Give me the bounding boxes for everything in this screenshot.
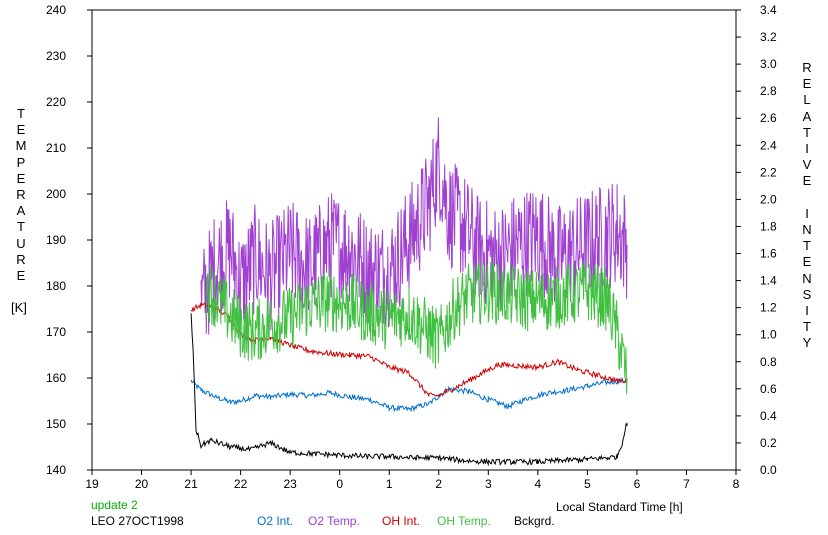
x-tick-label: 19	[85, 477, 99, 491]
right-tick-label: 2.0	[760, 192, 777, 206]
legend-o2-temp: O2 Temp.	[308, 514, 360, 528]
left-tick-label: 170	[46, 325, 66, 339]
left-tick-label: 210	[46, 141, 66, 155]
x-tick-label: 20	[135, 477, 149, 491]
station-date-label: LEO 27OCT1998	[91, 514, 184, 528]
right-tick-label: 1.0	[760, 328, 777, 342]
x-tick-label: 6	[634, 477, 641, 491]
left-tick-label: 230	[46, 49, 66, 63]
left-tick-label: 180	[46, 279, 66, 293]
right-tick-label: 2.6	[760, 111, 777, 125]
x-tick-label: 5	[584, 477, 591, 491]
x-tick-label: 2	[435, 477, 442, 491]
right-tick-label: 0.2	[760, 436, 777, 450]
right-tick-label: 2.2	[760, 165, 777, 179]
series-line-oh-temp	[205, 261, 628, 395]
left-tick-label: 160	[46, 371, 66, 385]
x-tick-label: 8	[733, 477, 740, 491]
left-tick-label: 140	[46, 463, 66, 477]
right-tick-label: 1.4	[760, 274, 777, 288]
x-tick-label: 3	[485, 477, 492, 491]
x-axis: 19 20 21 22 23 0 1 2 3 4 5 6 7 8	[85, 470, 740, 491]
right-tick-label: 0.4	[760, 409, 777, 423]
x-tick-label: 22	[234, 477, 248, 491]
x-tick-label: 4	[535, 477, 542, 491]
right-tick-label: 2.8	[760, 84, 777, 98]
left-tick-label: 200	[46, 187, 66, 201]
right-tick-label: 1.6	[760, 247, 777, 261]
left-y-axis: 140 150 160 170 180 190 200 210 220 230 240	[46, 3, 92, 477]
legend-o2-int: O2 Int.	[257, 514, 294, 528]
right-tick-label: 1.8	[760, 219, 777, 233]
right-tick-label: 2.4	[760, 138, 777, 152]
left-tick-label: 150	[46, 417, 66, 431]
right-tick-label: 0.6	[760, 382, 777, 396]
series-line-bckgrd	[190, 313, 628, 467]
legend-bckgrd: Bckgrd.	[514, 514, 555, 528]
right-tick-label: 3.0	[760, 57, 777, 71]
right-y-axis: 0.0 0.2 0.4 0.6 0.8 1.0 1.2 1.4 1.6 1.8 2.0 2.2 2.4 2…	[736, 3, 777, 477]
x-tick-label: 1	[386, 477, 393, 491]
left-axis-unit: [K]	[11, 300, 27, 315]
series-line-o2-int	[190, 376, 628, 413]
legend-oh-temp: OH Temp.	[437, 514, 491, 528]
update-label: update 2	[91, 498, 138, 512]
left-tick-label: 240	[46, 3, 66, 17]
left-tick-label: 220	[46, 95, 66, 109]
left-tick-label: 190	[46, 233, 66, 247]
x-tick-label: 23	[283, 477, 297, 491]
right-tick-label: 0.0	[760, 463, 777, 477]
x-tick-label: 21	[184, 477, 198, 491]
right-tick-label: 3.4	[760, 3, 777, 17]
x-tick-label: 7	[683, 477, 690, 491]
legend-oh-int: OH Int.	[382, 514, 421, 528]
right-tick-label: 1.2	[760, 301, 777, 315]
right-tick-label: 0.8	[760, 355, 777, 369]
right-tick-label: 3.2	[760, 30, 777, 44]
x-tick-label: 0	[336, 477, 343, 491]
x-axis-label: Local Standard Time [h]	[556, 500, 683, 514]
series-group	[190, 117, 628, 467]
